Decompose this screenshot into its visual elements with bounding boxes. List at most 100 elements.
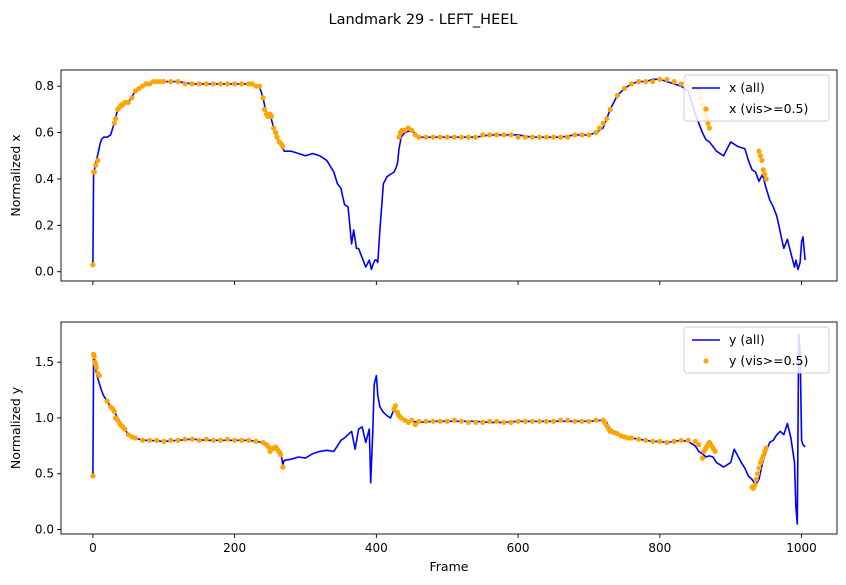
series-point [558, 417, 564, 423]
series-point [543, 134, 550, 140]
series-point [210, 437, 216, 443]
series-point [550, 418, 557, 424]
series-point [268, 113, 275, 119]
series-point [508, 132, 514, 138]
y-tick-label: 0.0 [35, 265, 54, 279]
series-point [161, 438, 167, 444]
series-point [604, 116, 610, 122]
series-point [232, 81, 238, 87]
series-point [757, 153, 764, 159]
series-point [168, 79, 174, 85]
x-tick-label: 600 [507, 541, 530, 555]
series-point [256, 83, 262, 89]
series-point [696, 442, 702, 448]
series-point [396, 134, 402, 140]
series-point [189, 81, 195, 87]
series-point [753, 476, 759, 482]
series-point [678, 437, 684, 443]
series-point [508, 419, 514, 425]
series-point [536, 418, 543, 424]
legend-entry-all: x (all) [729, 80, 765, 95]
series-point [480, 132, 486, 138]
series-point [196, 437, 202, 443]
series-point [643, 437, 649, 443]
series-point [111, 408, 117, 414]
series-point [143, 81, 149, 87]
series-point [625, 435, 631, 441]
series-point [572, 418, 578, 424]
subplot-y-plot-area [90, 333, 806, 525]
series-point [762, 171, 768, 177]
series-point [239, 81, 245, 87]
series-point [246, 437, 252, 443]
series-point [280, 464, 286, 470]
series-point [706, 125, 713, 131]
series-point [189, 436, 195, 442]
series-point [224, 81, 231, 87]
series-point [529, 418, 535, 424]
series-point [274, 134, 280, 140]
subplot-y-frame [60, 321, 838, 535]
series-point [451, 417, 457, 423]
series-point [522, 134, 528, 140]
series-point [91, 169, 97, 175]
subplot-x-ylabel: Normalized x [8, 134, 23, 216]
series-point [139, 437, 146, 443]
series-point [650, 79, 656, 85]
series-point [752, 482, 758, 488]
series-point [125, 99, 131, 106]
series-point [487, 418, 493, 424]
series-point [416, 418, 422, 424]
series-point [657, 438, 663, 444]
legend-entry-visible: x (vis>=0.5) [729, 101, 808, 116]
series-point [111, 120, 117, 126]
series-point [113, 116, 119, 122]
series-point [444, 418, 450, 424]
series-point [93, 365, 99, 371]
series-point [522, 418, 528, 424]
series-point [529, 134, 535, 140]
series-point [91, 354, 97, 360]
series-point [586, 132, 592, 138]
series-point [536, 134, 543, 140]
series-point [392, 403, 399, 409]
series-point [664, 76, 670, 82]
series-point [643, 79, 649, 85]
series-point [412, 422, 418, 428]
subplot-y: 0 200 400 600 800 1000 0.0 0.5 1.0 1.5 Normalized… [8, 321, 838, 574]
series-point [175, 79, 181, 85]
series-point [261, 106, 267, 112]
series-point [565, 134, 571, 140]
y-tick-label: 0.6 [35, 126, 54, 140]
series-point [494, 418, 500, 424]
y-tick-label: 0.5 [35, 467, 54, 481]
series-point [760, 453, 766, 459]
series-point [756, 465, 762, 471]
series-point [451, 134, 457, 140]
series-point [157, 79, 163, 85]
series-point [161, 79, 167, 85]
series-point [444, 134, 450, 140]
series-point [90, 262, 96, 268]
series-point [416, 134, 422, 140]
series-point [685, 437, 691, 443]
series-point [253, 438, 259, 444]
series-point [763, 445, 769, 451]
series-point [95, 157, 101, 163]
legend-marker-swatch [703, 106, 709, 112]
series-point [260, 95, 266, 101]
series-point [423, 134, 429, 140]
series-point [437, 418, 443, 424]
series-point [232, 437, 238, 443]
series-point [203, 436, 209, 442]
legend-entry-all: y (all) [729, 332, 765, 347]
series-point [755, 471, 761, 477]
subplot-x: 0.0 0.2 0.4 0.6 0.8 Normalized x x (all) x (… [8, 69, 838, 285]
legend-frame [683, 326, 830, 374]
x-tick-label: 800 [648, 541, 671, 555]
series-point [150, 79, 156, 85]
series-point [636, 79, 642, 85]
legend-entry-visible: y (vis>=0.5) [729, 353, 808, 368]
y-tick-label: 0.8 [35, 79, 54, 93]
